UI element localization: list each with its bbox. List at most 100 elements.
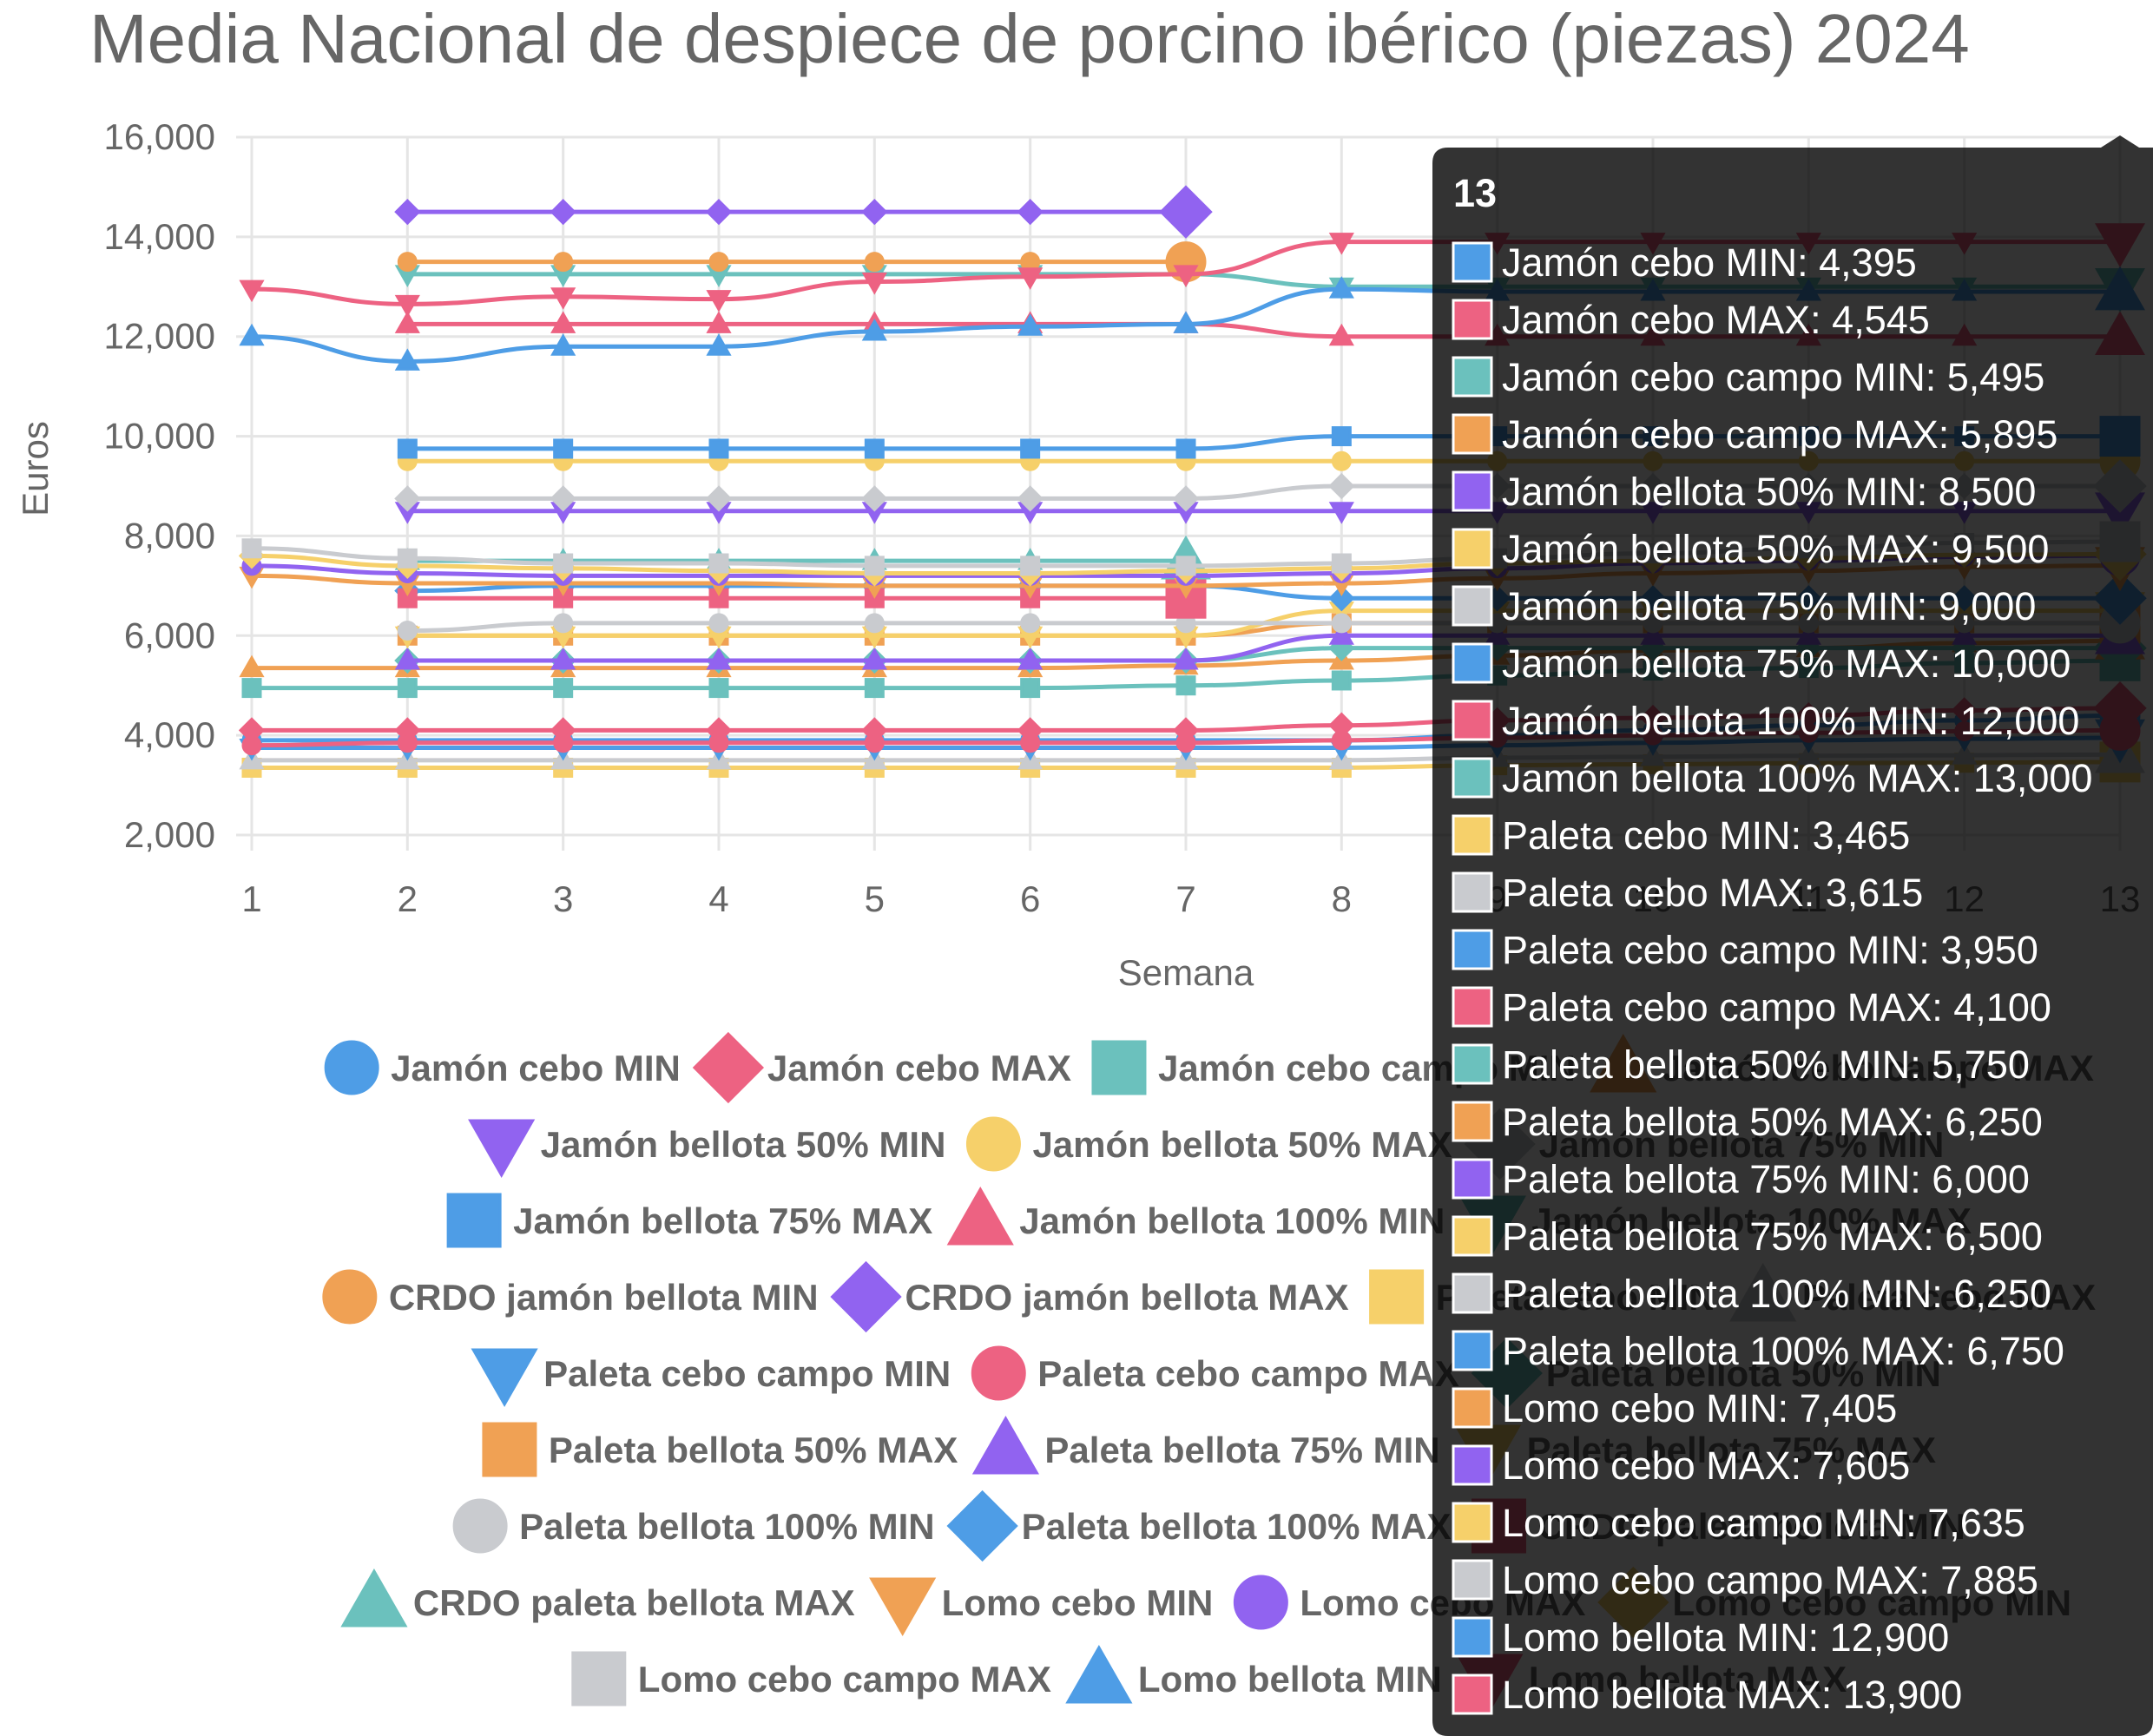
legend-item-crdo-jamon-bellota-max[interactable]: CRDO jamón bellota MAX (830, 1260, 1349, 1333)
data-point (553, 438, 574, 459)
data-point (1173, 647, 1199, 670)
x-tick-label: 8 (1332, 878, 1352, 919)
tooltip-item: Jamón cebo campo MIN: 5,495 (1502, 355, 2044, 399)
tooltip-swatch (1452, 1387, 1493, 1429)
legend-item-crdo-paleta-bellota-max[interactable]: CRDO paleta bellota MAX (340, 1568, 855, 1628)
data-point (397, 548, 418, 569)
tooltip-swatch (1452, 470, 1493, 512)
tooltip-item: Paleta bellota 75% MIN: 6,000 (1502, 1157, 2030, 1201)
tooltip-swatch (1452, 1444, 1493, 1486)
tooltip-item: Jamón bellota 50% MAX: 9,500 (1502, 527, 2049, 571)
legend-marker (324, 1040, 379, 1095)
tooltip-item: Jamón bellota 100% MAX: 13,000 (1502, 756, 2092, 800)
data-point (864, 613, 885, 634)
tooltip-swatch (1452, 757, 1493, 799)
legend-item-jamon-bellota-100pct-min[interactable]: Jamón bellota 100% MIN (946, 1186, 1445, 1246)
legend-marker (1369, 1269, 1425, 1325)
data-point (550, 647, 576, 670)
tooltip-swatch (1452, 585, 1493, 627)
tooltip-swatch (1452, 1502, 1493, 1543)
legend-item-lomo-cebo-campo-max[interactable]: Lomo cebo campo MAX (571, 1651, 1051, 1706)
data-point (1328, 585, 1355, 612)
legend-label: Paleta bellota 50% MAX (549, 1430, 958, 1470)
legend-label: Lomo cebo campo MAX (638, 1659, 1051, 1700)
tooltip-swatch (1452, 871, 1493, 913)
data-point (708, 553, 729, 574)
data-point (241, 735, 262, 756)
legend-item-lomo-bellota-min[interactable]: Lomo bellota MIN (1065, 1644, 1442, 1704)
y-tick-label: 12,000 (104, 316, 215, 357)
tooltip-swatch (1452, 1616, 1493, 1658)
legend-marker (468, 1119, 536, 1179)
data-point (705, 199, 733, 226)
legend-item-lomo-cebo-min[interactable]: Lomo cebo MIN (869, 1577, 1214, 1637)
legend-item-paleta-cebo-campo-min[interactable]: Paleta cebo campo MIN (471, 1348, 951, 1408)
legend-label: Paleta bellota 100% MAX (1022, 1506, 1452, 1547)
legend-item-jamon-cebo-max[interactable]: Jamón cebo MAX (692, 1031, 1071, 1104)
tooltip-item: Jamón cebo MAX: 4,545 (1502, 298, 1930, 342)
y-tick-label: 4,000 (124, 714, 215, 755)
legend-item-paleta-bellota-100pct-min[interactable]: Paleta bellota 100% MIN (452, 1498, 935, 1554)
data-point (1020, 438, 1041, 459)
legend-label: Paleta bellota 100% MIN (519, 1506, 935, 1547)
y-tick-label: 16,000 (104, 116, 215, 157)
legend-item-jamon-bellota-75pct-max[interactable]: Jamón bellota 75% MAX (446, 1193, 932, 1248)
chart-title: Media Nacional de despiece de porcino ib… (89, 0, 1970, 77)
legend-marker (946, 1489, 1018, 1562)
tooltip-item: Paleta cebo campo MAX: 4,100 (1502, 985, 2051, 1029)
legend-marker (1233, 1575, 1288, 1630)
data-point (394, 485, 421, 512)
legend-label: CRDO paleta bellota MAX (413, 1582, 855, 1623)
legend-item-jamon-bellota-50pct-max[interactable]: Jamón bellota 50% MAX (965, 1116, 1452, 1172)
legend-marker (965, 1116, 1021, 1172)
legend-label: Lomo bellota MIN (1138, 1659, 1442, 1700)
tooltip-item: Paleta cebo MIN: 3,465 (1502, 813, 1910, 858)
y-tick-label: 10,000 (104, 416, 215, 457)
data-point (1020, 733, 1041, 753)
data-point (550, 485, 576, 512)
legend-item-paleta-bellota-100pct-max[interactable]: Paleta bellota 100% MAX (946, 1489, 1452, 1562)
data-point (553, 252, 574, 273)
legend-marker (322, 1269, 378, 1325)
data-point (1331, 450, 1352, 471)
tooltip-swatch (1452, 929, 1493, 970)
legend-item-paleta-cebo-campo-max[interactable]: Paleta cebo campo MAX (971, 1345, 1459, 1401)
data-point (1331, 613, 1352, 634)
data-point (708, 252, 729, 273)
tooltip-item: Paleta cebo MAX: 3,615 (1502, 871, 1923, 915)
data-point (394, 647, 420, 670)
tooltip-swatch (1452, 642, 1493, 684)
tooltip-swatch (1452, 1043, 1493, 1085)
legend-marker (946, 1186, 1014, 1246)
data-point (550, 333, 576, 356)
x-tick-label: 1 (241, 878, 261, 919)
tooltip-item: Paleta cebo campo MIN: 3,950 (1502, 928, 2038, 972)
legend-item-jamon-bellota-50pct-min[interactable]: Jamón bellota 50% MIN (468, 1119, 946, 1179)
legend-item-crdo-jamon-bellota-min[interactable]: CRDO jamón bellota MIN (322, 1269, 819, 1325)
data-point (553, 678, 574, 699)
data-point (1328, 472, 1355, 500)
x-tick-label: 2 (398, 878, 418, 919)
legend-item-paleta-bellota-50pct-max[interactable]: Paleta bellota 50% MAX (482, 1422, 958, 1477)
data-point (1020, 613, 1041, 634)
y-tick-label: 2,000 (124, 814, 215, 855)
data-point (397, 621, 418, 641)
tooltip-item: Paleta bellota 100% MAX: 6,750 (1502, 1329, 2064, 1373)
legend-item-paleta-bellota-75pct-min[interactable]: Paleta bellota 75% MIN (971, 1415, 1440, 1475)
data-point (861, 273, 887, 295)
tooltip-item: Lomo bellota MAX: 13,900 (1502, 1673, 1962, 1717)
y-axis-ticks: 2,000 4,000 6,000 8,000 10,000 12,000 14,000 16… (104, 116, 215, 855)
legend-item-jamon-cebo-min[interactable]: Jamón cebo MIN (324, 1040, 681, 1095)
data-point (708, 733, 729, 753)
data-point (239, 323, 265, 346)
data-point (1331, 553, 1352, 574)
legend-label: Jamón cebo MIN (391, 1048, 681, 1088)
legend-label: CRDO jamón bellota MIN (389, 1277, 819, 1318)
data-point (1331, 730, 1352, 751)
x-tick-label: 6 (1020, 878, 1040, 919)
data-point (239, 279, 265, 303)
legend-label: Jamón bellota 50% MAX (1032, 1124, 1452, 1165)
tooltip-item: Jamón cebo MIN: 4,395 (1502, 240, 1917, 285)
series-crdo-jamon-bellota-max (394, 185, 1213, 239)
data-point (1020, 678, 1041, 699)
